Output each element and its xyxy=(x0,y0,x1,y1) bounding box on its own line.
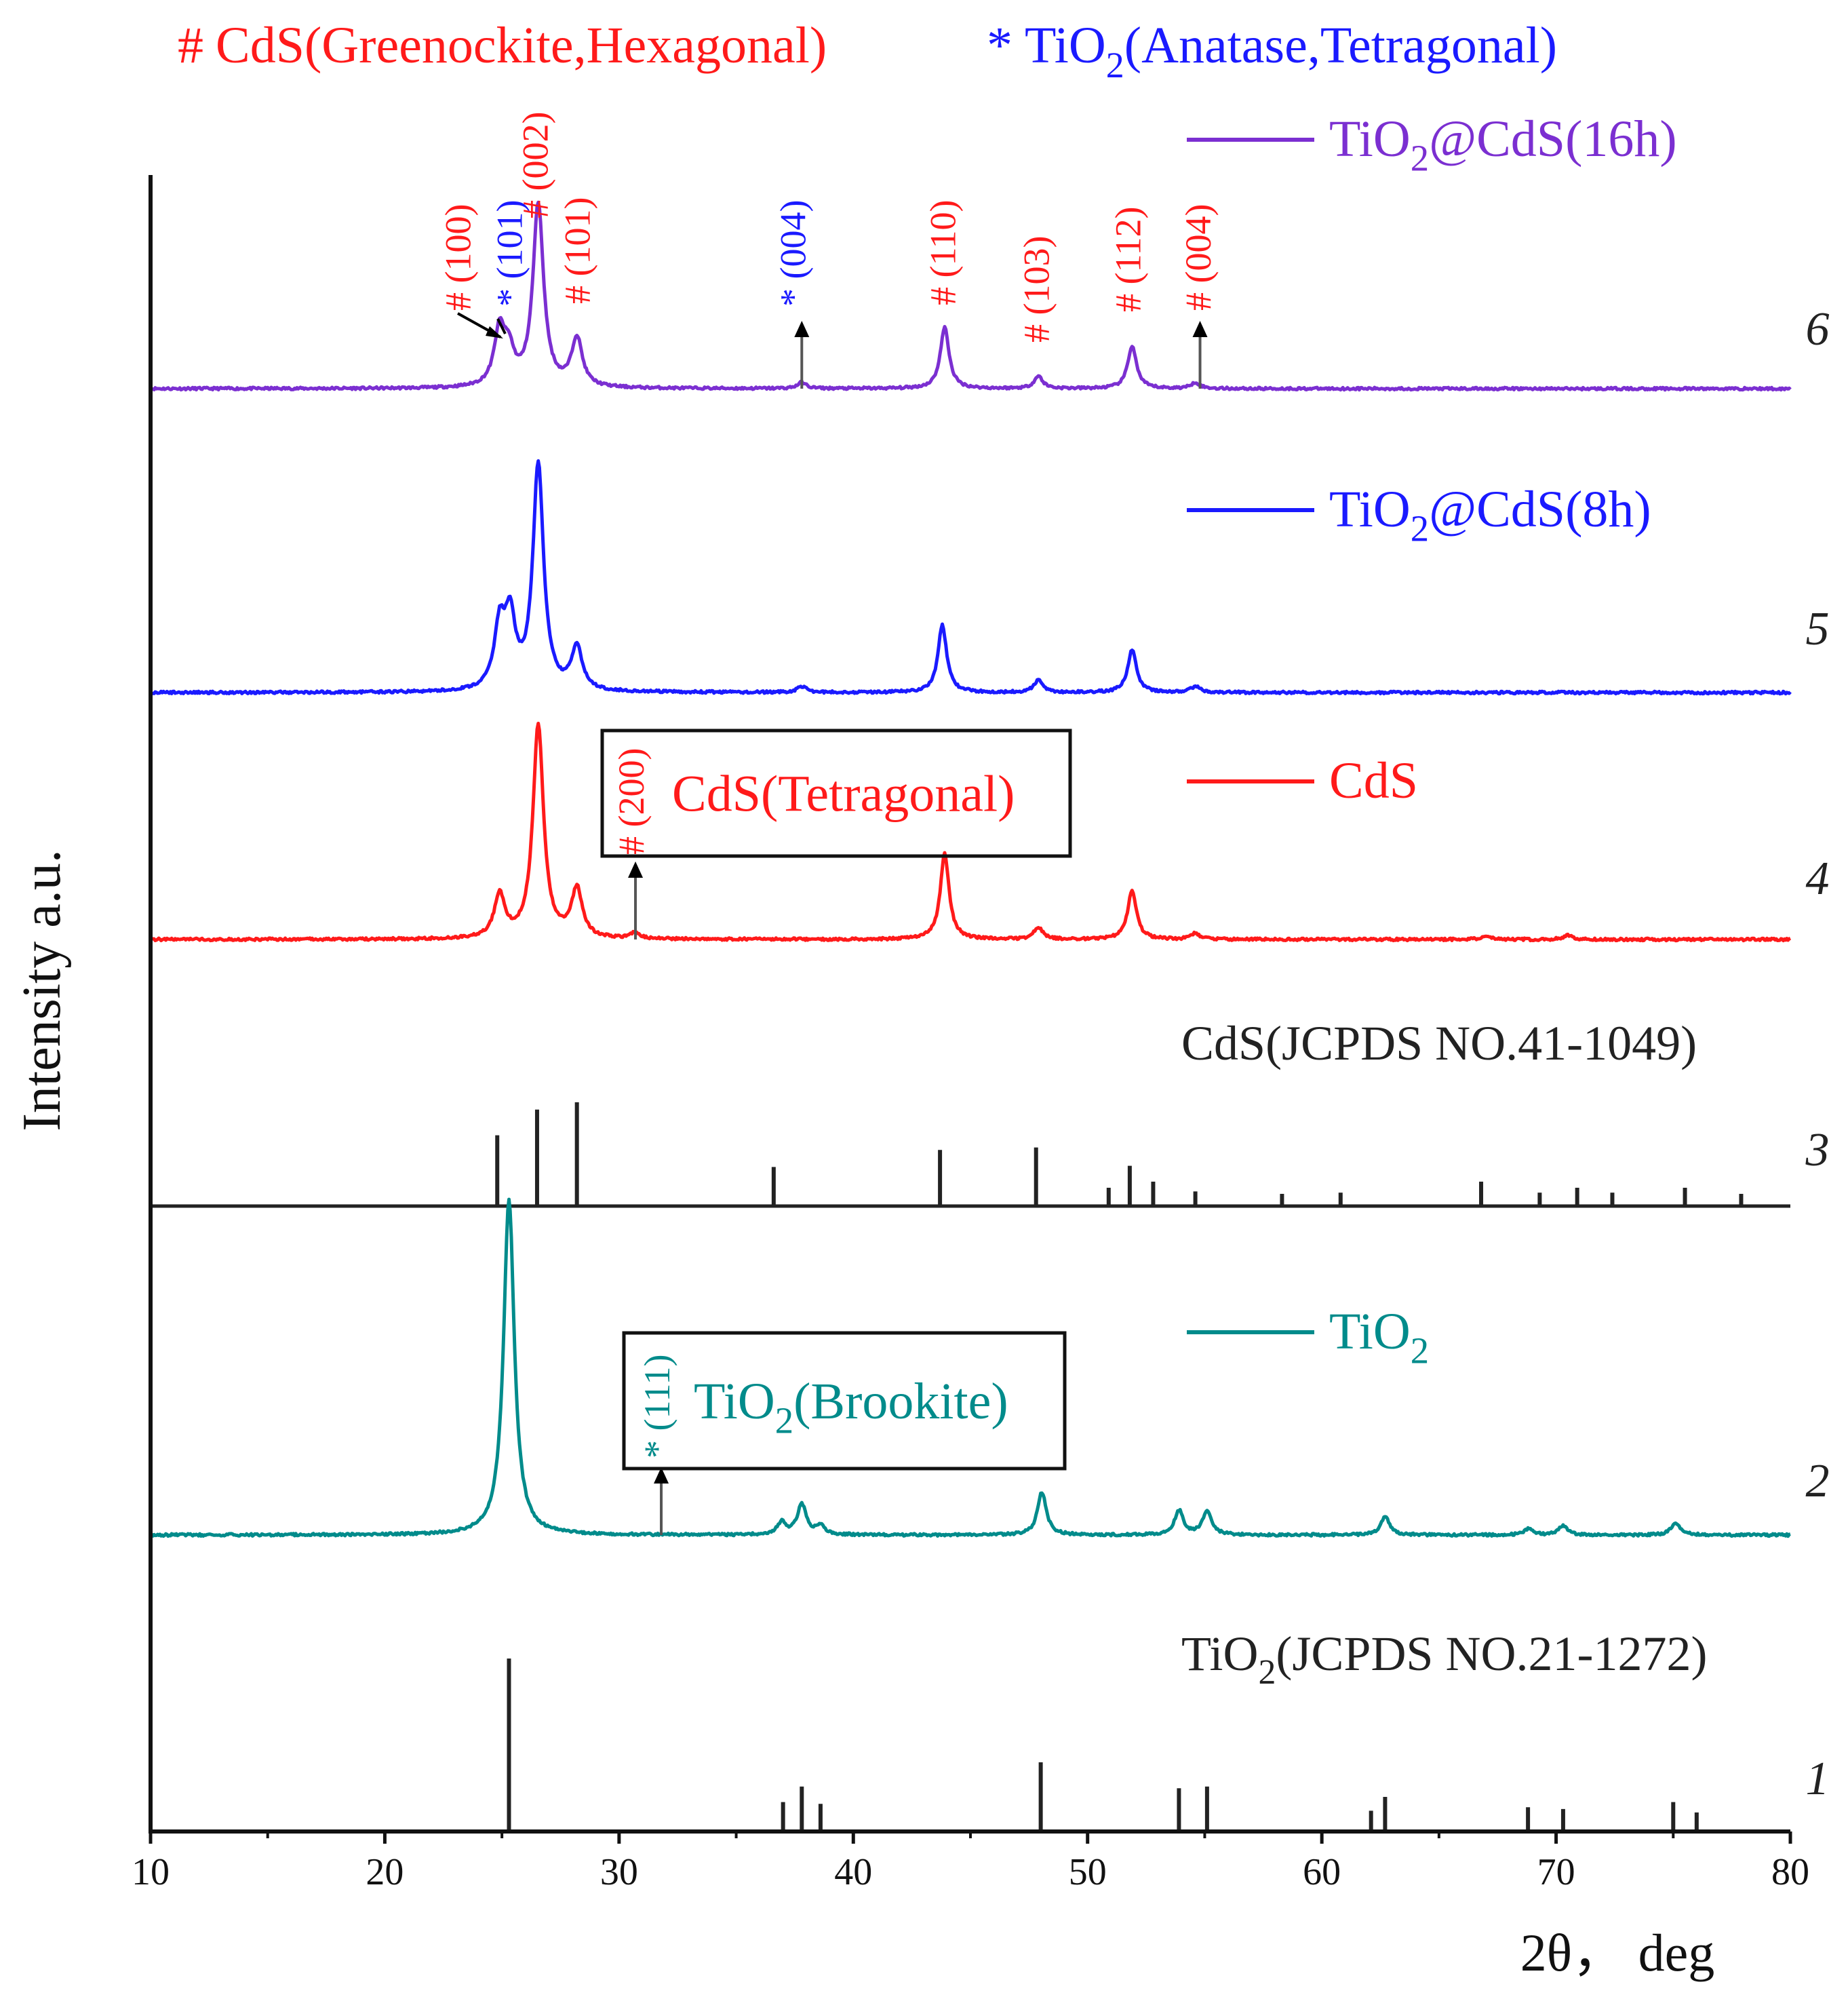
phase-box-label-4: CdS(Tetragonal) xyxy=(672,766,1015,823)
series-1: TiO2(JCPDS NO.21-1272) 1 xyxy=(151,1627,1830,1831)
hkl-label-3: # (101) xyxy=(557,197,598,304)
hkl-label-0: # (100) xyxy=(437,204,478,311)
legend-label-2: TiO2 xyxy=(1329,1303,1429,1371)
legend-label-4: CdS xyxy=(1329,752,1418,809)
curve-number-5: 5 xyxy=(1806,603,1830,655)
cds-marker: # xyxy=(178,17,203,74)
curve-number-3: 3 xyxy=(1805,1124,1830,1176)
x-tick-label-80: 80 xyxy=(1771,1851,1809,1893)
legend-label-5-sub: 2 xyxy=(1411,507,1429,549)
phase-box-2: TiO2(Brookite) xyxy=(624,1333,1065,1469)
legend-label-5: TiO2@CdS(8h) xyxy=(1329,481,1651,549)
hkl-label-8: # (004) xyxy=(1178,204,1219,311)
hkl-label-4: * (004) xyxy=(772,200,813,307)
legend-label-5-tail: @CdS(8h) xyxy=(1429,481,1651,538)
legend-label-3-main: CdS(JCPDS NO.41-1049) xyxy=(1181,1016,1697,1070)
tio2-phase-main: TiO xyxy=(1025,17,1106,74)
xrd-chart: # CdS(Greenockite,Hexagonal) * TiO2(Anatase… xyxy=(0,0,1848,1997)
series-6: TiO2@CdS(16h) 6 xyxy=(151,111,1830,390)
legend-label-6-main: TiO xyxy=(1329,111,1411,168)
tio2-phase-key: * TiO2(Anatase,Tetragonal) xyxy=(987,17,1557,85)
phase-box-label-2-main: TiO xyxy=(694,1373,775,1430)
legend-label-2-sub: 2 xyxy=(1411,1330,1429,1371)
hkl-label-10: * (111) xyxy=(637,1355,677,1458)
axes: 10 20 30 40 50 60 70 80 2θ， deg Intensity a.u. xyxy=(12,175,1809,1982)
legend-label-4-main: CdS xyxy=(1329,752,1418,809)
legend-label-1-tail: (JCPDS NO.21-1272) xyxy=(1276,1627,1707,1681)
peak-arrow-3 xyxy=(654,1467,669,1535)
x-axis-title: 2θ， deg xyxy=(1520,1923,1714,1982)
cds-phase-text: CdS(Greenockite,Hexagonal) xyxy=(216,17,827,74)
legend-label-5-main: TiO xyxy=(1329,481,1411,538)
tio2-marker: * xyxy=(987,17,1013,74)
plot-series: TiO2@CdS(16h)6TiO2@CdS(8h)5CdS4CdS(JCPDS… xyxy=(151,111,1830,1831)
legend-label-6-tail: @CdS(16h) xyxy=(1429,111,1677,168)
x-tick-label-20: 20 xyxy=(366,1851,404,1893)
series-2-line xyxy=(151,1199,1790,1536)
phase-box-label-2-sub: 2 xyxy=(775,1399,793,1441)
x-tick-label-60: 60 xyxy=(1303,1851,1341,1893)
curve-number-1: 1 xyxy=(1806,1753,1830,1805)
hkl-label-2: # (002) xyxy=(515,112,555,218)
series-4: CdS 4 xyxy=(151,724,1830,941)
hkl-label-7: # (112) xyxy=(1107,207,1148,312)
phase-box-label-4-main: CdS(Tetragonal) xyxy=(672,766,1015,823)
tio2-phase-sub: 2 xyxy=(1106,45,1124,85)
curve-number-2: 2 xyxy=(1806,1455,1830,1507)
peak-arrow-1 xyxy=(1193,321,1208,389)
peak-arrow-0 xyxy=(794,321,809,389)
x-tick-label-50: 50 xyxy=(1069,1851,1107,1893)
series-4-line xyxy=(151,724,1790,941)
tio2-phase-tail: (Anatase,Tetragonal) xyxy=(1124,17,1557,74)
series-3: CdS(JCPDS NO.41-1049) 3 xyxy=(151,1016,1830,1206)
legend-label-1-sub: 2 xyxy=(1258,1653,1276,1692)
cds-phase-key: # CdS(Greenockite,Hexagonal) xyxy=(178,17,827,74)
hkl-label-9: # (200) xyxy=(611,748,652,855)
phase-box-label-2-tail: (Brookite) xyxy=(793,1373,1008,1430)
y-axis-title: Intensity a.u. xyxy=(12,849,72,1131)
phase-box-4: CdS(Tetragonal) xyxy=(602,731,1070,856)
legend-label-1-main: TiO xyxy=(1181,1627,1258,1681)
x-tick-label-10: 10 xyxy=(132,1851,170,1893)
phase-key: # CdS(Greenockite,Hexagonal) * TiO2(Anatase… xyxy=(178,17,1557,85)
x-tick-label-70: 70 xyxy=(1537,1851,1575,1893)
hkl-label-5: # (110) xyxy=(922,200,963,305)
x-tick-label-40: 40 xyxy=(834,1851,872,1893)
curve-number-6: 6 xyxy=(1806,303,1830,355)
x-tick-label-30: 30 xyxy=(600,1851,638,1893)
legend-label-2-main: TiO xyxy=(1329,1303,1411,1360)
phase-box-label-2: TiO2(Brookite) xyxy=(694,1373,1008,1441)
peak-annotations: # (100) * (101)# (002)# (101) * (004) # (11… xyxy=(437,112,1219,1535)
legend-label-1: TiO2(JCPDS NO.21-1272) xyxy=(1181,1627,1707,1692)
peak-arrow-2 xyxy=(628,861,643,939)
hkl-label-6: # (103) xyxy=(1017,236,1057,343)
series-6-line xyxy=(151,202,1790,390)
series-5: TiO2@CdS(8h) 5 xyxy=(151,461,1830,694)
curve-number-4: 4 xyxy=(1806,853,1830,905)
legend-label-6: TiO2@CdS(16h) xyxy=(1329,111,1677,178)
legend-label-3: CdS(JCPDS NO.41-1049) xyxy=(1181,1016,1697,1070)
legend-label-6-sub: 2 xyxy=(1411,137,1429,178)
